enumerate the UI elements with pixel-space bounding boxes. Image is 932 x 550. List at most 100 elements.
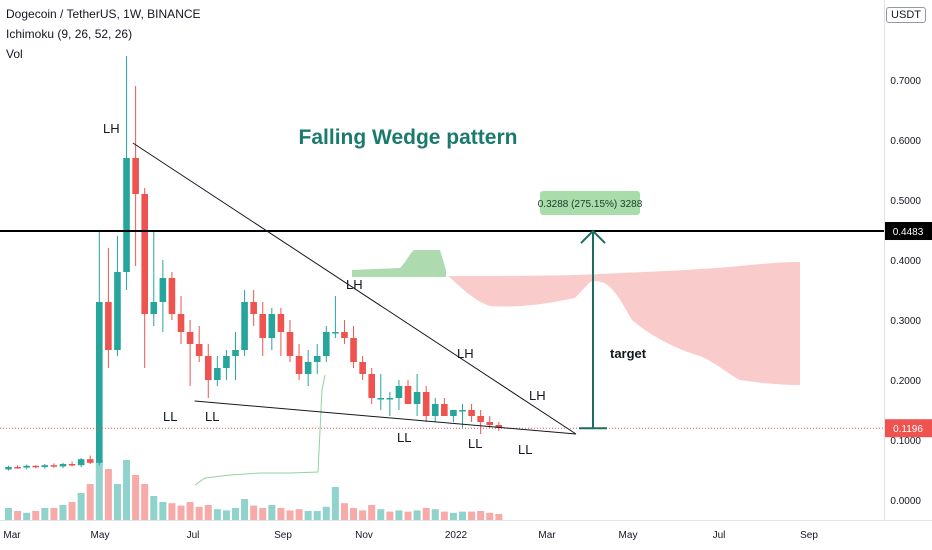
candle: [223, 350, 230, 380]
wedge-lower-line[interactable]: [194, 400, 577, 435]
y-tick-label: 0.0000: [890, 496, 921, 507]
candle-body: [105, 302, 112, 350]
volume-bar: [14, 511, 22, 520]
candle-body: [132, 158, 139, 194]
volume-bar: [386, 511, 394, 520]
current-price-tag: [885, 419, 932, 438]
candle: [32, 465, 40, 469]
candle-body: [413, 392, 421, 404]
candle-body: [86, 459, 94, 463]
candle-body: [332, 332, 339, 334]
candle-body: [377, 398, 385, 400]
wedge-upper-line[interactable]: [132, 142, 577, 435]
candle-body: [23, 465, 30, 468]
candle: [232, 332, 239, 380]
candle: [195, 326, 203, 362]
currency-button[interactable]: USDT: [886, 7, 926, 23]
y-tick-label: 0.7000: [890, 76, 921, 87]
volume-bar: [350, 508, 358, 520]
pattern-labels: LH LH LH LH LL LL LL LL LL: [103, 121, 546, 457]
volume-bar: [77, 493, 85, 520]
candle: [241, 290, 248, 356]
pattern-label-ll: LL: [205, 409, 219, 424]
volume-bar: [459, 511, 466, 520]
candle: [295, 344, 303, 380]
cloud-green-area: [352, 250, 446, 277]
resistance-price-tag: [885, 222, 932, 241]
candle: [386, 392, 394, 416]
volume-bar: [295, 509, 303, 520]
candle-body: [68, 464, 76, 466]
candle: [186, 320, 194, 386]
header-symbol: Dogecoin / TetherUS, 1W, BINANCE: [6, 7, 201, 21]
volume-bar: [168, 503, 176, 520]
volume-bar: [449, 512, 457, 520]
volume-bar: [95, 460, 103, 520]
candle: [368, 368, 375, 404]
candle-body: [477, 416, 484, 422]
candle: [304, 350, 312, 386]
drawing-lines: [0, 142, 884, 435]
header-ichimoku[interactable]: Ichimoku (9, 26, 52, 26): [6, 27, 133, 41]
candle: [413, 374, 421, 416]
candle: [450, 410, 457, 422]
candle-body: [141, 194, 148, 314]
candle: [286, 320, 294, 362]
candle: [214, 356, 221, 386]
pattern-label-ll: LL: [163, 409, 177, 424]
pattern-label-ll: LL: [397, 430, 411, 445]
candle: [41, 464, 49, 469]
candle-body: [32, 465, 40, 468]
candle-body: [468, 410, 475, 416]
candle-body: [41, 465, 49, 467]
volume-bar: [277, 508, 285, 520]
candle-body: [450, 410, 457, 416]
candle-body: [386, 398, 394, 400]
volume-bar: [477, 511, 485, 520]
candle: [341, 320, 348, 344]
candle-body: [395, 386, 403, 398]
volume-bar: [250, 505, 258, 520]
volume-bar: [331, 487, 339, 520]
candle: [441, 398, 448, 416]
x-tick-label: Sep: [800, 530, 818, 541]
x-tick-label: Jul: [713, 530, 726, 541]
volume-bar: [395, 510, 403, 520]
volume-bar: [141, 484, 149, 520]
x-tick-label: Jul: [187, 530, 200, 541]
candle-body: [323, 332, 330, 356]
volume-bar: [177, 505, 185, 520]
pattern-label-lh: LH: [103, 121, 120, 136]
candle-body: [341, 332, 348, 338]
candle: [105, 248, 112, 368]
candle: [495, 422, 503, 431]
volume-bar: [132, 475, 140, 520]
candle-body: [268, 314, 276, 338]
candle: [431, 398, 439, 422]
target-arrow-head: [580, 229, 606, 244]
pattern-label-ll: LL: [468, 436, 482, 451]
candle: [250, 290, 257, 326]
volume-bar: [104, 469, 112, 520]
candle: [395, 380, 403, 410]
header-volume[interactable]: Vol: [6, 47, 23, 61]
candle-body: [259, 314, 267, 338]
x-tick-label: Nov: [355, 530, 373, 541]
volume-bar: [195, 506, 203, 520]
candle: [468, 404, 475, 422]
volume-bar: [268, 505, 276, 520]
volume-bar: [486, 512, 494, 520]
volume-bar: [313, 511, 321, 520]
candle: [14, 465, 21, 469]
candle: [177, 296, 185, 344]
candle-body: [195, 344, 203, 356]
candle-body: [250, 302, 257, 314]
candle: [377, 374, 385, 410]
volume-bar: [23, 512, 31, 520]
volume-bar: [259, 508, 267, 520]
volume-bar: [113, 484, 121, 520]
candle-body: [177, 314, 185, 332]
y-tick-label: 0.4000: [890, 256, 921, 267]
candle: [313, 344, 321, 374]
